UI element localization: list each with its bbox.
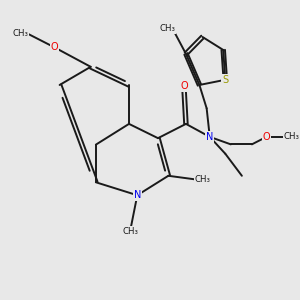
Text: S: S <box>222 75 228 85</box>
Text: O: O <box>180 81 188 91</box>
Text: N: N <box>134 190 141 200</box>
Text: O: O <box>51 42 58 52</box>
Text: CH₃: CH₃ <box>12 28 28 38</box>
Text: CH₃: CH₃ <box>122 227 138 236</box>
Text: CH₃: CH₃ <box>195 175 211 184</box>
Text: O: O <box>263 132 270 142</box>
Text: CH₃: CH₃ <box>159 25 175 34</box>
Text: N: N <box>206 132 213 142</box>
Text: CH₃: CH₃ <box>284 132 300 141</box>
